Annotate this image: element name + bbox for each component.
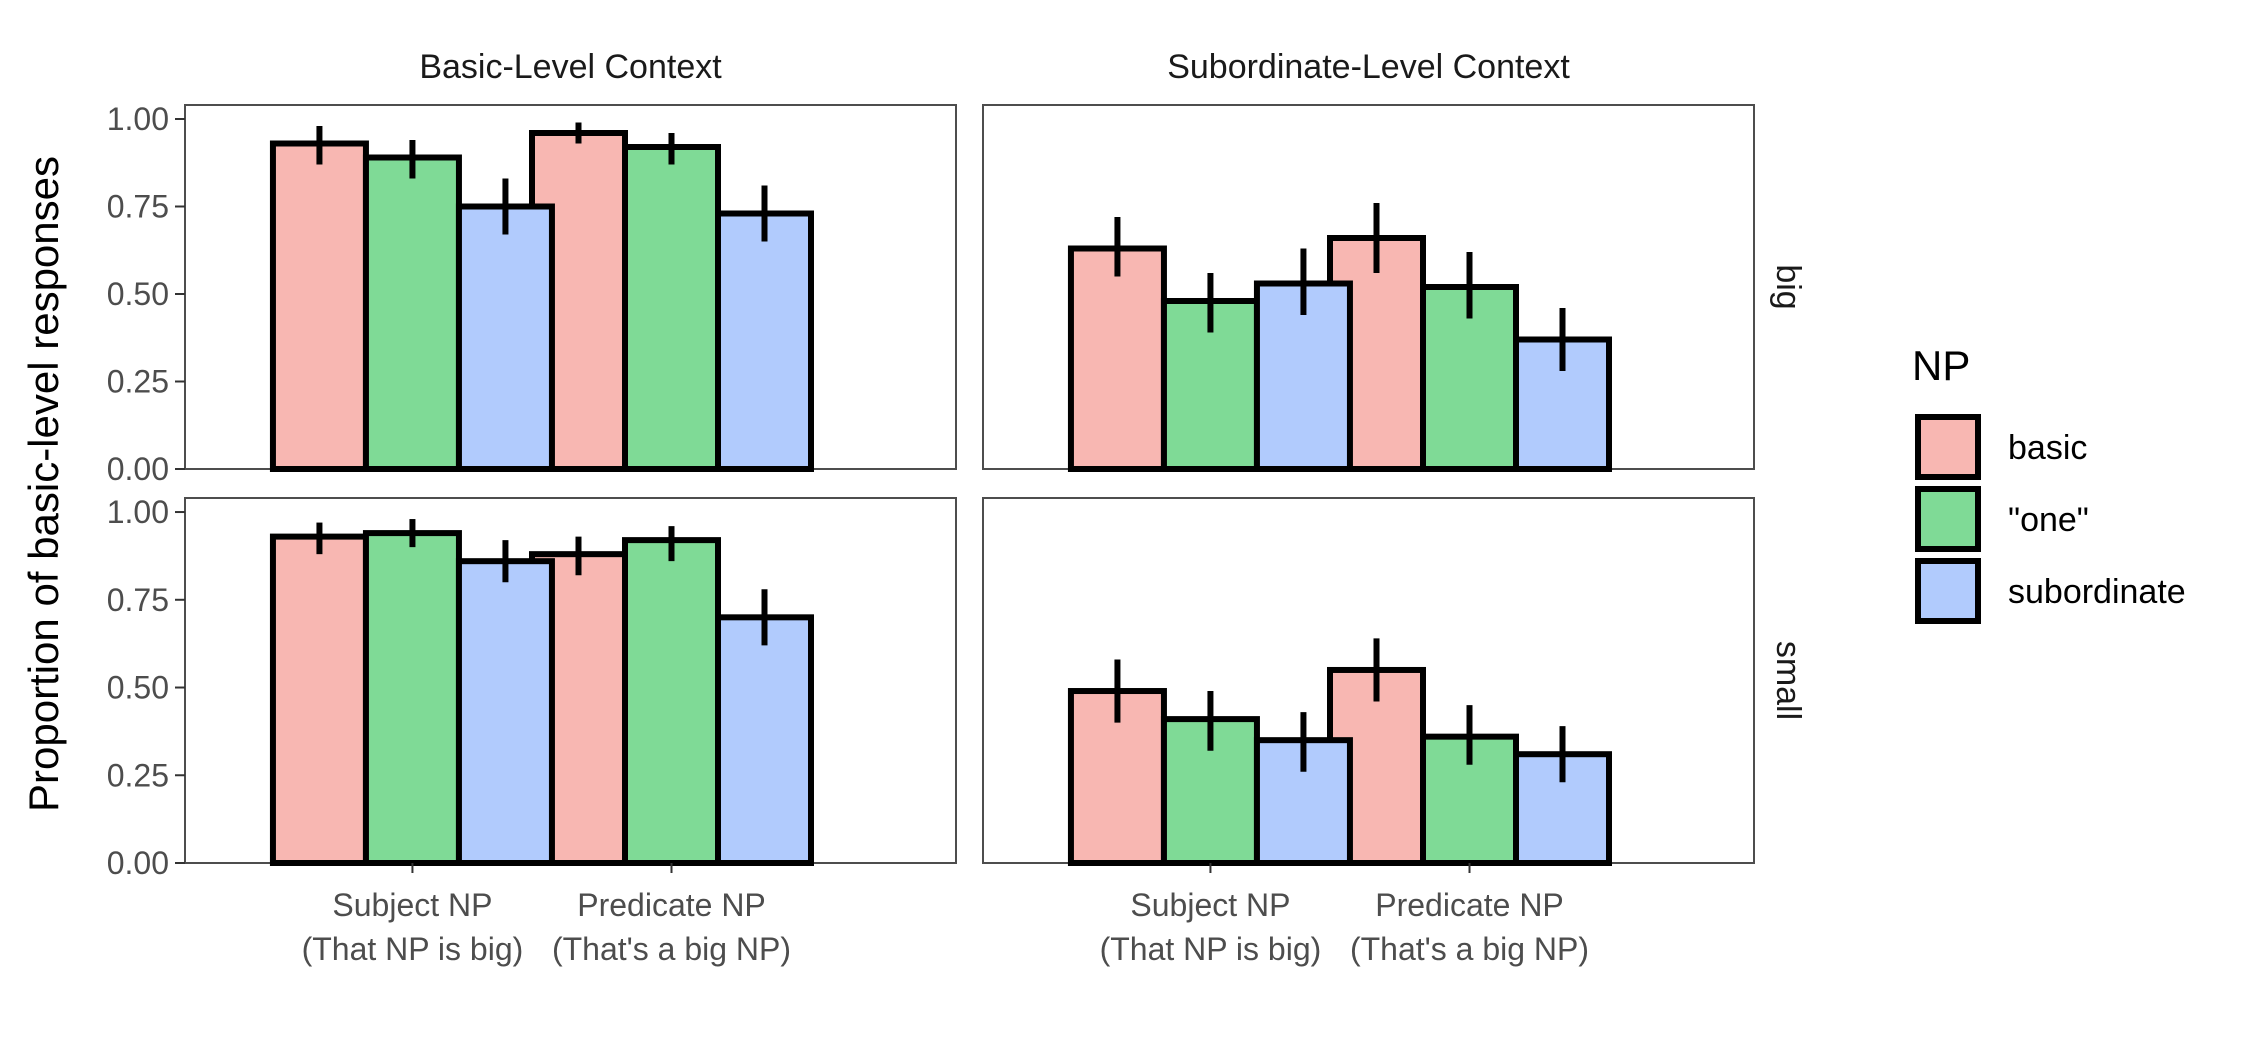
- x-tick-label: Predicate NP: [577, 887, 766, 923]
- y-tick-label: 0.50: [107, 276, 169, 312]
- legend-key: [1915, 414, 1981, 480]
- row-strip-label: small: [1769, 641, 1807, 720]
- bar: [269, 140, 369, 472]
- y-tick-label: 0.25: [107, 757, 169, 793]
- y-tick-label: 0.75: [107, 189, 169, 225]
- x-tick-label: Subject NP: [1130, 887, 1290, 923]
- column-strip-label: Subordinate-Level Context: [1167, 48, 1570, 86]
- x-tick-label: (That's a big NP): [1350, 931, 1589, 967]
- y-tick-label: 0.00: [107, 451, 169, 487]
- column-strip-label: Basic-Level Context: [419, 48, 722, 86]
- x-tick-label: (That NP is big): [302, 931, 524, 967]
- bar: [622, 537, 722, 866]
- y-tick-label: 1.00: [107, 494, 169, 530]
- legend-key: [1915, 486, 1981, 552]
- legend-label: subordinate: [2008, 573, 2186, 611]
- bar: [269, 533, 369, 866]
- x-tick-label: Subject NP: [332, 887, 492, 923]
- row-strip-label: big: [1769, 264, 1807, 309]
- legend-label: basic: [2008, 429, 2087, 467]
- y-tick-label: 0.25: [107, 364, 169, 400]
- x-tick-label: (That's a big NP): [552, 931, 791, 967]
- bar: [715, 614, 815, 866]
- legend-title: NP: [1912, 342, 1970, 389]
- y-tick-label: 1.00: [107, 101, 169, 137]
- y-tick-label: 0.50: [107, 670, 169, 706]
- x-tick-label: Predicate NP: [1375, 887, 1564, 923]
- bar: [455, 558, 555, 867]
- bar: [715, 210, 815, 472]
- y-tick-label: 0.00: [107, 845, 169, 881]
- bar: [362, 530, 462, 866]
- y-axis-title: Proportion of basic-level responses: [20, 156, 67, 812]
- bar: [362, 154, 462, 472]
- bar: [455, 203, 555, 472]
- bar: [1067, 245, 1167, 472]
- y-tick-label: 0.75: [107, 582, 169, 618]
- legend-key: [1915, 558, 1981, 624]
- x-tick-label: (That NP is big): [1100, 931, 1322, 967]
- bar: [622, 144, 722, 472]
- legend-label: "one": [2008, 501, 2089, 539]
